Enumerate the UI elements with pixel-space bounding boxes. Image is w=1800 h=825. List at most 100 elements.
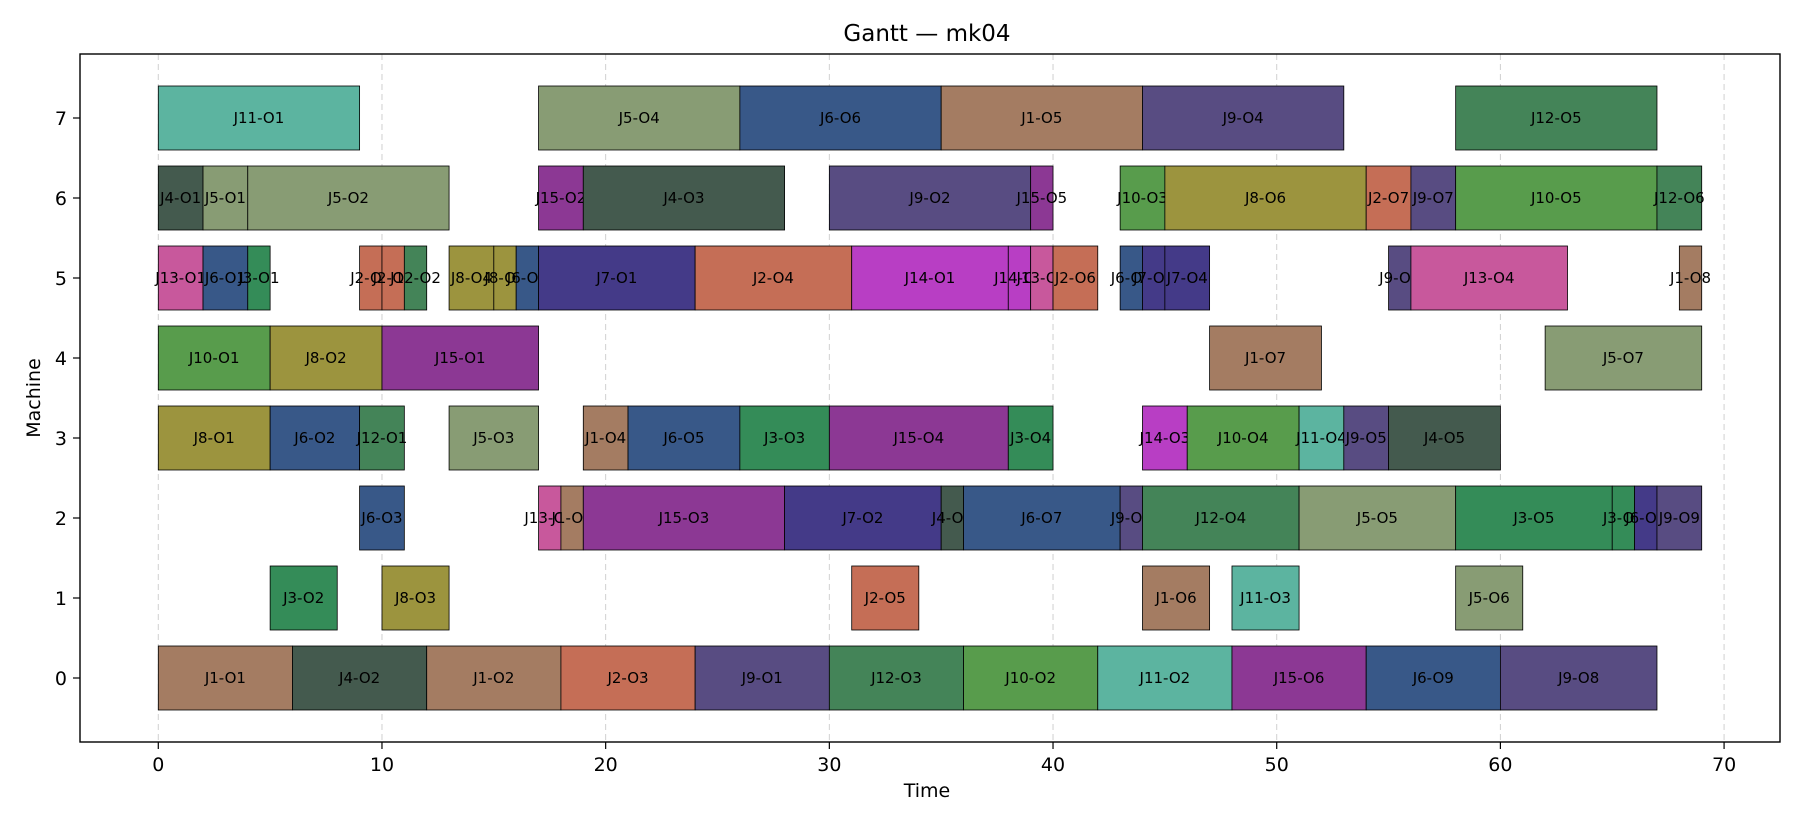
task-bar-label: J4-O4 xyxy=(931,509,973,527)
task-bar: J9-O9 xyxy=(1656,485,1703,551)
task-bar: J7-O1 xyxy=(538,245,696,311)
task-bar: J3-O1 xyxy=(237,245,280,311)
task-bar: J11-O4 xyxy=(1295,405,1347,471)
task-bar-rect xyxy=(381,325,539,391)
plot-frame xyxy=(79,53,1781,743)
x-tick-label: 60 xyxy=(1488,754,1512,776)
task-bar-rect xyxy=(1298,485,1457,551)
task-bar: J10-O2 xyxy=(963,645,1099,711)
task-bar: J8-O3 xyxy=(381,565,450,631)
task-bar: J6-O5 xyxy=(627,405,741,471)
task-bar: J6-O4 xyxy=(506,245,548,311)
task-bar-label: J6-O5 xyxy=(662,429,704,447)
task-bar-rect xyxy=(1455,85,1658,151)
task-bar-label: J9-O2 xyxy=(908,189,950,207)
task-bar-rect xyxy=(1164,165,1367,231)
task-bar-rect xyxy=(739,405,830,471)
task-bar-rect xyxy=(582,485,786,551)
task-bar-label: J1-O3 xyxy=(551,509,593,527)
y-tick-label: 4 xyxy=(55,348,67,370)
chart-title: Gantt — mk04 xyxy=(843,21,1010,47)
task-bar: J2-O1 xyxy=(349,245,391,311)
task-bar-label: J15-O4 xyxy=(892,429,944,447)
task-bar-label: J9-O5 xyxy=(1345,429,1387,447)
task-bar-rect xyxy=(269,405,361,471)
task-bar: J8-O5 xyxy=(483,245,526,311)
task-bar-label: J14-O3 xyxy=(1139,429,1191,447)
task-bar-rect xyxy=(1343,405,1389,471)
task-bar-label: J15-O6 xyxy=(1273,669,1325,687)
task-bar: J4-O2 xyxy=(292,645,428,711)
x-tick-label: 50 xyxy=(1265,754,1289,776)
task-bar-label: J14-O1 xyxy=(904,269,956,287)
task-bar-label: J5-O4 xyxy=(618,109,660,127)
task-bar: J6-O8 xyxy=(1624,485,1666,551)
x-tick-label: 0 xyxy=(152,754,164,776)
task-bar-label: J4-O2 xyxy=(338,669,380,687)
task-bar: J1-O8 xyxy=(1669,245,1711,311)
y-tick-label: 5 xyxy=(55,268,67,290)
task-bar-rect xyxy=(157,165,204,231)
task-bar-label: J8-O3 xyxy=(394,589,436,607)
task-bar: J3-O5 xyxy=(1455,485,1613,551)
task-bar-label: J12-O5 xyxy=(1530,109,1582,127)
task-bar-rect xyxy=(269,565,338,631)
task-bar-label: J6-O1 xyxy=(204,269,246,287)
task-bar-label: J10-O3 xyxy=(1116,189,1168,207)
y-tick-label: 6 xyxy=(55,188,67,210)
task-bar: J7-O4 xyxy=(1164,245,1211,311)
task-bar-label: J13-O4 xyxy=(1463,269,1515,287)
task-bar-rect xyxy=(359,485,405,551)
task-bar-rect xyxy=(1410,165,1457,231)
task-bar: J7-O2 xyxy=(784,485,942,551)
task-bar: J8-O1 xyxy=(157,405,271,471)
task-bar: J8-O4 xyxy=(448,245,495,311)
task-bar-label: J12-O3 xyxy=(870,669,922,687)
task-bar: J5-O5 xyxy=(1298,485,1457,551)
task-bar-label: J5-O6 xyxy=(1468,589,1510,607)
task-bar-label: J7-O1 xyxy=(595,269,637,287)
x-axis-label: Time xyxy=(903,780,951,802)
task-bar: J1-O2 xyxy=(426,645,562,711)
task-bar: J5-O7 xyxy=(1544,325,1703,391)
task-bar-label: J15-O5 xyxy=(1015,189,1067,207)
task-bar-rect xyxy=(538,245,696,311)
task-bar-label: J1-O1 xyxy=(204,669,246,687)
task-bar: J14-O3 xyxy=(1139,405,1191,471)
task-bar-rect xyxy=(963,485,1121,551)
x-tick-label: 10 xyxy=(370,754,394,776)
task-bar: J6-O3 xyxy=(359,485,405,551)
task-bar: J6-O6 xyxy=(1110,245,1152,311)
task-bar: J13-O4 xyxy=(1410,245,1568,311)
task-bar-rect xyxy=(403,245,428,311)
task-bar-label: J1-O2 xyxy=(472,669,514,687)
task-bar: J5-O3 xyxy=(448,405,539,471)
task-bar: J10-O4 xyxy=(1186,405,1300,471)
task-bar-label: J10-O4 xyxy=(1217,429,1269,447)
task-bar-label: J4-O1 xyxy=(159,189,201,207)
task-bar-label: J11-O4 xyxy=(1295,429,1347,447)
task-bar-rect xyxy=(426,645,562,711)
task-bar-rect xyxy=(157,325,271,391)
task-bar-rect xyxy=(851,565,920,631)
task-bar: J5-O6 xyxy=(1455,565,1524,631)
y-tick-label: 2 xyxy=(55,508,67,530)
task-bar-rect xyxy=(1410,245,1568,311)
task-bar-rect xyxy=(359,405,405,471)
task-bar: J1-O3 xyxy=(551,485,593,551)
task-bar-rect xyxy=(940,85,1143,151)
task-bar-label: J6-O4 xyxy=(506,269,548,287)
task-bar: J5-O4 xyxy=(538,85,741,151)
task-bar-rect xyxy=(247,165,450,231)
task-bar: J14-O1 xyxy=(851,245,1009,311)
task-bar: J11-O3 xyxy=(1231,565,1300,631)
task-bar: J2-O6 xyxy=(1052,245,1099,311)
task-bar: J5-O1 xyxy=(202,165,249,231)
task-bar: J1-O4 xyxy=(582,405,629,471)
task-bar-rect xyxy=(851,245,1009,311)
task-bar: J10-O1 xyxy=(157,325,271,391)
task-bar-label: J5-O3 xyxy=(472,429,514,447)
task-bar: J2-O3 xyxy=(560,645,696,711)
task-bar: J13-O1 xyxy=(154,245,206,311)
task-bar-label: J1-O4 xyxy=(584,429,626,447)
